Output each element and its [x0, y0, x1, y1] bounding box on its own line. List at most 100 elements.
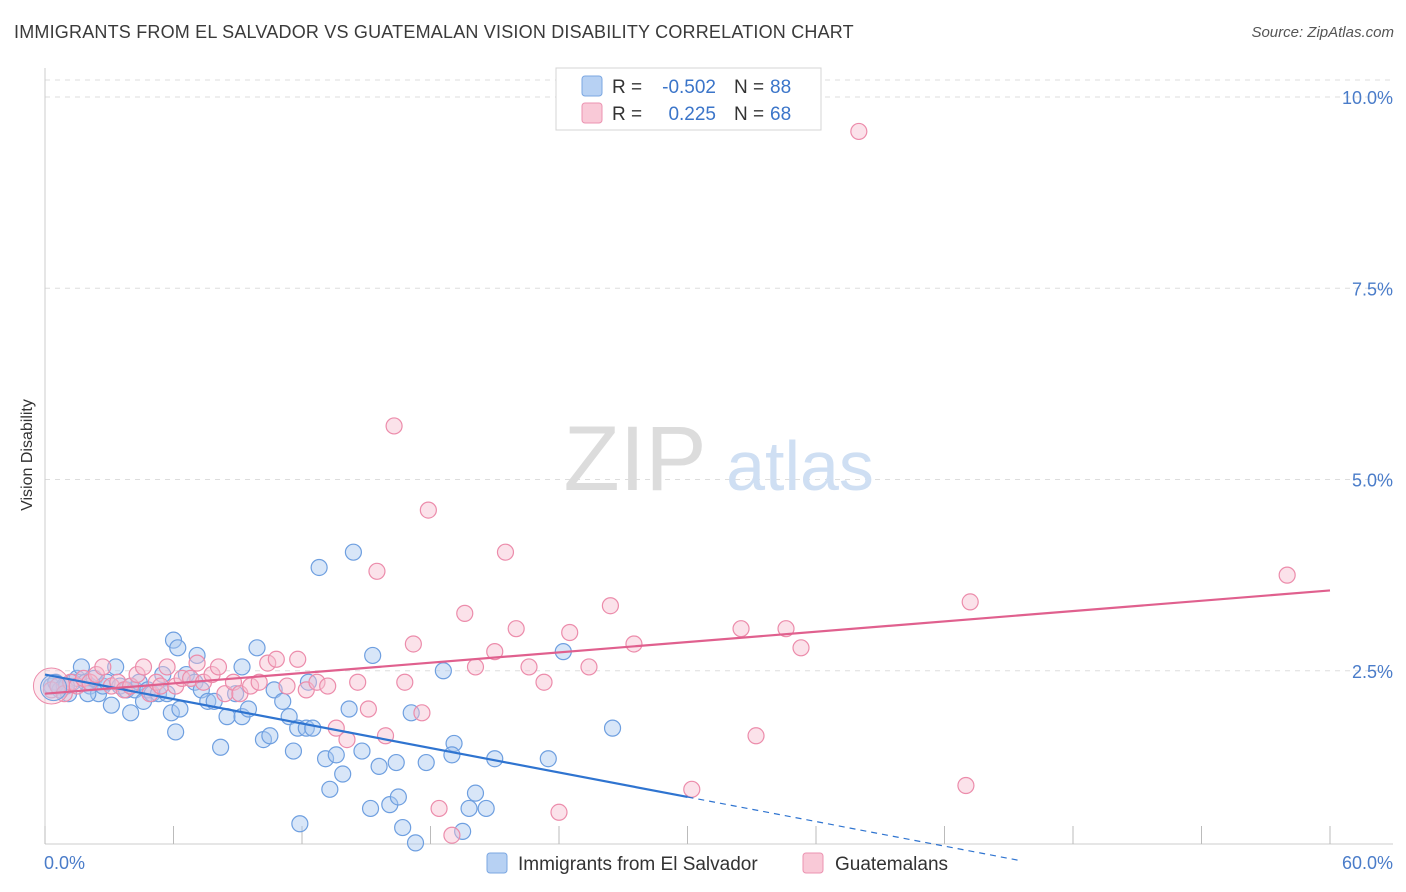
data-point-el-salvador — [340, 700, 358, 718]
data-point-el-salvador — [406, 834, 425, 852]
series-legend-label: Immigrants from El Salvador — [518, 854, 758, 875]
data-point-el-salvador — [460, 799, 478, 818]
data-point-guatemalan — [625, 635, 643, 653]
y-tick-label: 5.0% — [1352, 471, 1393, 491]
data-point-el-salvador — [316, 750, 335, 768]
y-tick-label: 10.0% — [1342, 88, 1393, 108]
data-point-guatemalan — [496, 543, 515, 561]
data-point-el-salvador — [334, 765, 352, 783]
series-legend: Immigrants from El Salvador Guatemalans — [486, 852, 948, 875]
data-point-guatemalan — [259, 654, 277, 672]
data-point-el-salvador — [284, 742, 303, 760]
data-points — [32, 122, 1296, 852]
data-point-el-salvador — [162, 704, 180, 722]
data-point-el-salvador — [417, 753, 435, 772]
data-point-guatemalan — [777, 620, 795, 638]
data-point-guatemalan — [385, 417, 403, 435]
data-point-guatemalan — [404, 635, 422, 653]
data-point-guatemalan — [456, 604, 474, 622]
data-point-el-salvador — [321, 780, 339, 798]
data-point-guatemalan — [134, 658, 153, 676]
legend-n-label: N = — [734, 77, 764, 98]
legend-n-label: N = — [734, 104, 764, 125]
data-point-el-salvador — [353, 742, 371, 760]
data-point-el-salvador — [171, 700, 189, 718]
data-point-el-salvador — [394, 818, 412, 837]
correlation-legend: R = -0.502 N = 88 R = 0.225 N = 68 — [555, 67, 822, 131]
data-point-el-salvador — [603, 719, 622, 737]
data-point-el-salvador — [370, 757, 388, 775]
data-point-el-salvador — [167, 723, 185, 741]
data-point-el-salvador — [327, 746, 345, 764]
chart-title: IMMIGRANTS FROM EL SALVADOR VS GUATEMALA… — [14, 22, 854, 42]
data-point-guatemalan — [443, 826, 461, 844]
data-point-el-salvador — [344, 543, 362, 561]
data-point-guatemalan — [419, 501, 437, 519]
data-point-guatemalan — [792, 639, 810, 657]
trend-line-guatemalan — [44, 589, 1331, 695]
data-point-guatemalan — [413, 704, 431, 722]
trend-lines — [44, 589, 1331, 862]
data-point-guatemalan — [250, 673, 268, 691]
data-point-guatemalan — [308, 673, 326, 691]
legend-swatch-blue — [581, 75, 603, 97]
data-point-guatemalan — [289, 650, 307, 668]
axes — [44, 68, 1393, 845]
data-point-guatemalan — [152, 677, 170, 695]
data-point-guatemalan — [747, 727, 765, 745]
data-point-el-salvador — [477, 799, 495, 818]
watermark-zip: ZIP — [563, 408, 706, 510]
data-point-el-salvador — [434, 662, 452, 680]
data-point-guatemalan — [430, 799, 448, 818]
data-point-el-salvador — [364, 646, 382, 665]
data-point-guatemalan — [732, 620, 750, 638]
data-point-el-salvador — [389, 788, 407, 806]
legend-r-value: -0.502 — [662, 77, 716, 98]
data-point-el-salvador — [291, 815, 309, 833]
data-point-el-salvador — [274, 692, 292, 710]
data-point-guatemalan — [520, 658, 538, 676]
data-point-guatemalan — [368, 562, 386, 580]
data-point-guatemalan — [850, 122, 868, 141]
data-point-el-salvador — [539, 750, 557, 768]
data-point-guatemalan — [319, 677, 337, 695]
x-tick-label: 60.0% — [1342, 853, 1393, 873]
trend-line-el-salvador — [44, 673, 688, 799]
data-point-guatemalan — [158, 658, 176, 676]
data-point-el-salvador — [248, 639, 266, 657]
data-point-el-salvador — [233, 658, 251, 676]
data-point-el-salvador — [265, 681, 283, 699]
data-point-guatemalan — [550, 803, 568, 821]
tick-labels: 2.5% 5.0% 7.5% 10.0% 0.0% 60.0% — [44, 88, 1393, 873]
y-tick-label: 7.5% — [1352, 279, 1393, 299]
data-point-guatemalan — [94, 658, 112, 676]
data-point-el-salvador — [310, 558, 328, 577]
data-point-guatemalan — [278, 677, 296, 695]
data-point-el-salvador — [387, 753, 405, 772]
data-point-el-salvador — [212, 738, 230, 756]
data-point-el-salvador — [361, 799, 380, 818]
data-point-el-salvador — [261, 727, 279, 745]
data-point-guatemalan — [957, 776, 975, 795]
data-point-guatemalan — [209, 658, 228, 676]
data-point-guatemalan — [961, 593, 979, 611]
legend-n-value: 68 — [770, 104, 791, 125]
data-point-el-salvador — [466, 784, 485, 802]
data-point-el-salvador — [454, 822, 472, 841]
series-legend-swatch-pink — [802, 852, 824, 874]
data-point-guatemalan — [535, 673, 553, 691]
data-point-guatemalan — [601, 597, 620, 615]
watermark-atlas: atlas — [726, 427, 874, 505]
trend-line-el-salvador-extrapolated — [687, 796, 1020, 862]
data-point-guatemalan — [216, 685, 234, 703]
data-point-guatemalan — [561, 623, 579, 642]
legend-r-value: 0.225 — [668, 104, 716, 125]
data-point-guatemalan — [466, 658, 485, 676]
series-legend-swatch-blue — [486, 852, 508, 874]
data-point-guatemalan — [683, 780, 701, 798]
data-point-el-salvador — [102, 696, 120, 714]
legend-r-label: R = — [612, 104, 642, 125]
data-point-guatemalan — [1278, 566, 1296, 584]
series-legend-label: Guatemalans — [835, 854, 948, 875]
